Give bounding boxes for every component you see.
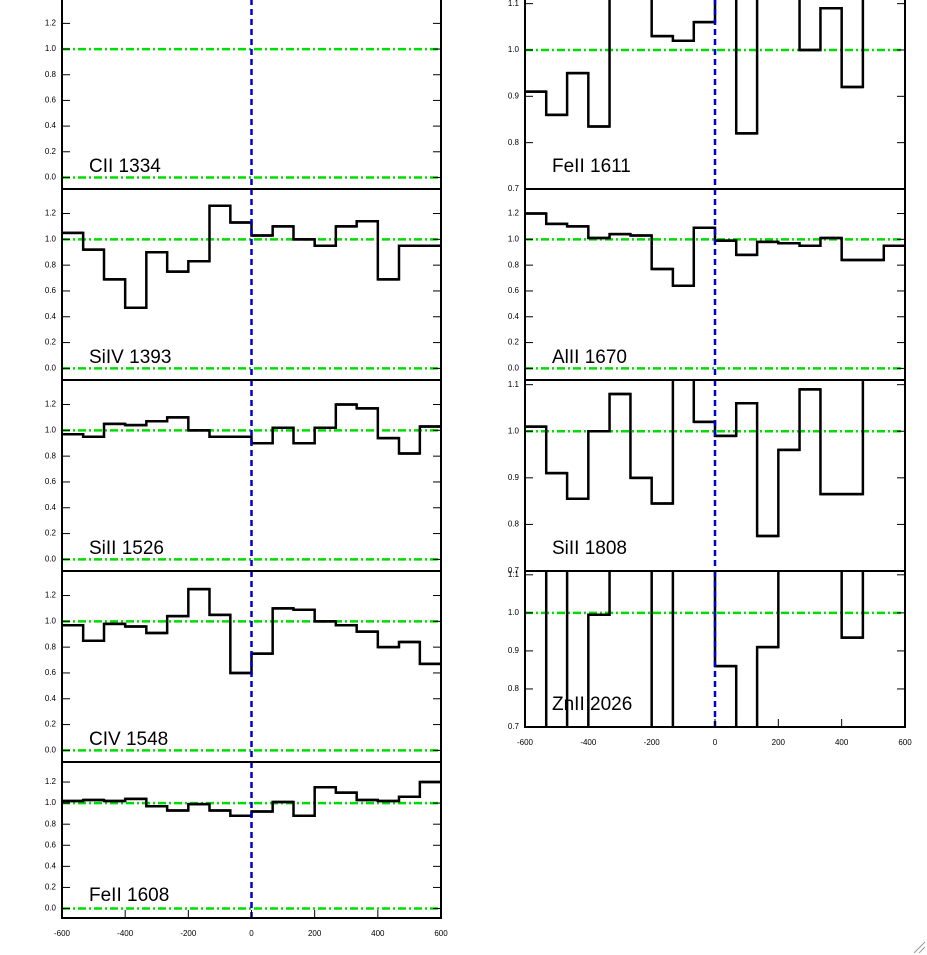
y-tick-label: 1.0 [45, 425, 57, 434]
panel-plot [62, 380, 441, 571]
y-tick-label: 0.6 [508, 286, 520, 295]
y-tick-label: 0.7 [508, 566, 520, 575]
y-tick-label: 0.7 [508, 184, 520, 193]
panel-label: AlII 1670 [552, 347, 627, 368]
y-tick-label: 0.9 [508, 473, 520, 482]
panel-plot [62, 189, 441, 380]
y-tick-label: 0.0 [45, 363, 57, 372]
y-tick-label: 1.2 [45, 591, 57, 600]
x-tick-label: 0 [249, 929, 254, 938]
y-tick-label: 1.2 [45, 400, 57, 409]
y-tick-label: 0.6 [45, 477, 57, 486]
panel-plot [525, 189, 905, 380]
x-tick-label: 200 [308, 929, 322, 938]
panel-plot [62, 571, 441, 762]
y-tick-label: 0.2 [45, 147, 57, 156]
y-tick-label: 0.6 [45, 840, 57, 849]
y-tick-label: 1.0 [508, 426, 520, 435]
y-tick-label: 1.1 [508, 570, 520, 579]
panel-plot [62, 0, 441, 189]
y-tick-label: 0.9 [508, 91, 520, 100]
y-tick-label: 0.8 [508, 684, 520, 693]
x-tick-label: 0 [713, 738, 718, 747]
panel-label: ZnII 2026 [552, 694, 632, 715]
y-tick-label: 1.2 [45, 209, 57, 218]
y-tick-label: 0.0 [45, 554, 57, 563]
step-connector [525, 380, 865, 538]
x-tick-label: 400 [371, 929, 385, 938]
y-tick-label: 0.0 [45, 904, 57, 913]
x-tick-label: 200 [772, 738, 786, 747]
y-tick-label: 0.2 [45, 338, 57, 347]
y-tick-label: 0.0 [45, 745, 57, 754]
step-connector [525, 212, 905, 288]
y-tick-label: 0.6 [45, 668, 57, 677]
x-tick-label: 600 [898, 738, 912, 747]
y-tick-label: 1.0 [508, 234, 520, 243]
panel-label: SiII 1526 [89, 538, 164, 559]
y-tick-label: 0.6 [45, 286, 57, 295]
resize-grip [913, 941, 926, 954]
y-tick-label: 1.2 [45, 19, 57, 28]
y-tick-label: 0.4 [45, 121, 57, 130]
y-tick-label: 1.2 [45, 777, 57, 786]
y-tick-label: 0.0 [508, 363, 520, 372]
panel-label: SiII 1808 [552, 538, 627, 559]
y-tick-label: 0.2 [508, 338, 520, 347]
x-tick-label: -200 [644, 738, 661, 747]
y-tick-label: 0.8 [508, 138, 520, 147]
y-tick-label: 0.4 [508, 312, 520, 321]
y-tick-label: 0.8 [508, 520, 520, 529]
y-tick-label: 0.2 [45, 720, 57, 729]
y-tick-label: 0.8 [45, 260, 57, 269]
x-tick-label: -600 [54, 929, 71, 938]
y-tick-label: 0.8 [45, 451, 57, 460]
x-tick-label: 400 [835, 738, 849, 747]
x-tick-label: -400 [580, 738, 597, 747]
y-tick-label: 0.7 [508, 722, 520, 731]
y-tick-label: 1.0 [45, 616, 57, 625]
panel-plot [525, 380, 905, 571]
y-tick-label: 0.9 [508, 646, 520, 655]
y-tick-label: 1.0 [508, 45, 520, 54]
y-tick-label: 0.4 [45, 503, 57, 512]
y-tick-label: 1.1 [508, 380, 520, 389]
x-tick-label: -600 [517, 738, 534, 747]
y-tick-label: 0.8 [45, 642, 57, 651]
y-tick-label: 0.8 [45, 819, 57, 828]
y-tick-label: 0.4 [45, 861, 57, 870]
y-tick-label: 0.8 [508, 260, 520, 269]
y-tick-label: 0.4 [45, 694, 57, 703]
y-tick-label: 0.6 [45, 96, 57, 105]
panel-label: CIV 1548 [89, 729, 168, 750]
panel-plot [525, 571, 905, 727]
y-tick-label: 1.0 [45, 44, 57, 53]
panel-plot [525, 0, 905, 189]
panel-plot [62, 762, 441, 918]
y-tick-label: 1.0 [45, 798, 57, 807]
y-tick-label: 0.4 [45, 312, 57, 321]
y-tick-label: 1.0 [508, 608, 520, 617]
x-tick-label: 600 [434, 929, 448, 938]
panel-label: CII 1334 [89, 156, 161, 177]
y-tick-label: 1.1 [508, 0, 520, 8]
panel-label: FeII 1608 [89, 885, 169, 906]
y-tick-label: 0.0 [45, 173, 57, 182]
x-tick-label: -400 [117, 929, 134, 938]
y-tick-label: 1.0 [45, 234, 57, 243]
panel-label: FeII 1611 [552, 156, 631, 177]
x-tick-label: -200 [180, 929, 197, 938]
y-tick-label: 0.2 [45, 883, 57, 892]
y-tick-label: 1.2 [508, 209, 520, 218]
y-tick-label: 0.2 [45, 529, 57, 538]
y-tick-label: 0.8 [45, 70, 57, 79]
panel-label: SiIV 1393 [89, 347, 171, 368]
